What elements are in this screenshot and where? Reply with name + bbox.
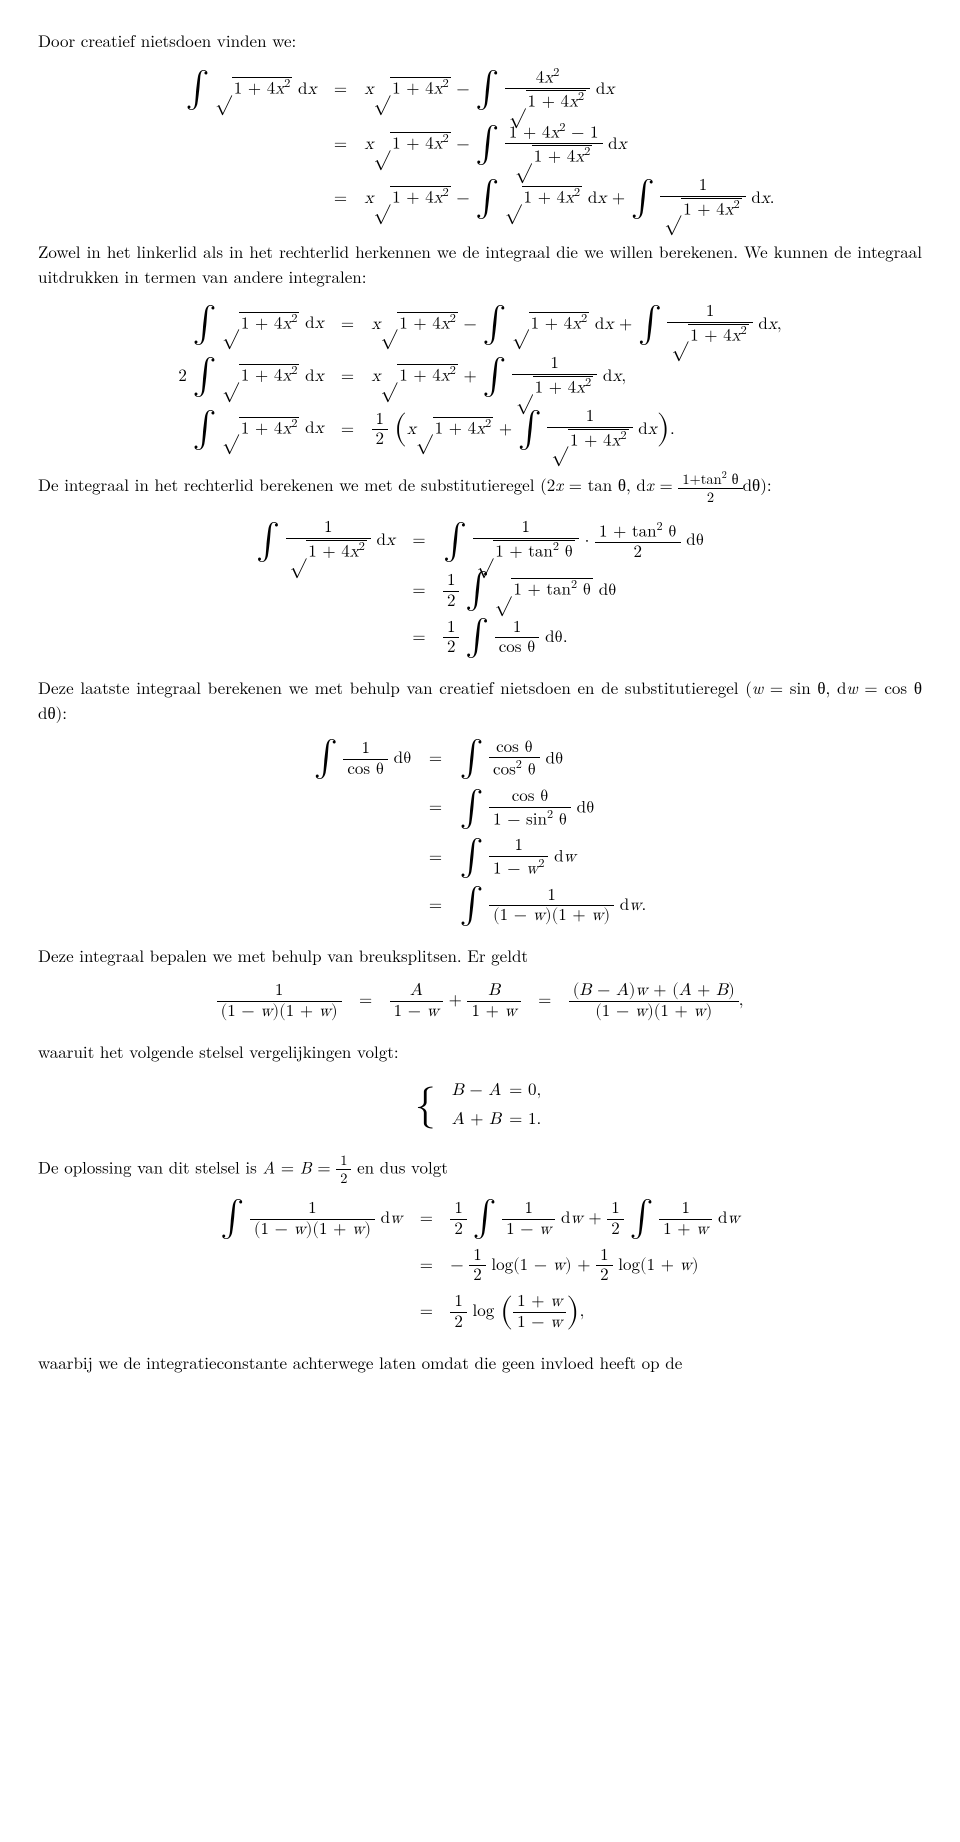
paragraph-5: Deze integraal bepalen we met behulp van… <box>38 943 922 968</box>
paragraph-4: Deze laatste integraal berekenen we met … <box>38 675 922 724</box>
eqn-block-5: 1(1 − w)(1 + w) = A1 − w + B1 + w = (B −… <box>38 978 922 1025</box>
eqn-block-2: ∫ 1 + 4x2 dx = x1 + 4x2 − ∫ 1 + 4x2 dx +… <box>38 299 922 457</box>
eqn-block-4: ∫ 1cos θ dθ = ∫ cos θcos2 θ dθ = ∫ cos θ… <box>38 735 922 930</box>
paragraph-8: waarbij we de integratieconstante achter… <box>38 1350 922 1375</box>
eqn-system: { B − A= 0, A + B= 1. <box>38 1073 922 1138</box>
eqn-block-6: ∫ 1(1 − w)(1 + w) dw = 12 ∫ 11 − w dw + … <box>38 1196 922 1336</box>
paragraph-intro: Door creatief nietsdoen vinden we: <box>38 28 922 53</box>
paragraph-3: De integraal in het rechterlid berekenen… <box>38 470 922 505</box>
paragraph-7: De oplossing van dit stelsel is A = B = … <box>38 1153 922 1186</box>
paragraph-6: waaruit het volgende stelsel vergelijkin… <box>38 1039 922 1064</box>
paragraph-2: Zowel in het linkerlid als in het rechte… <box>38 239 922 288</box>
eqn-block-3: ∫ 11 + 4x2 dx = ∫ 11 + tan2 θ · 1 + tan2… <box>38 515 922 661</box>
eqn-block-1: ∫ 1 + 4x2 dx = x1 + 4x2 − ∫ 4x21 + 4x2 d… <box>38 63 922 226</box>
